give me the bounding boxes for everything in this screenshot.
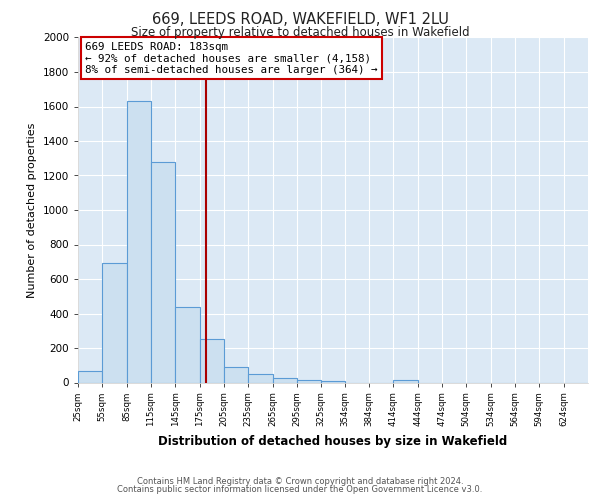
- Bar: [78, 372, 103, 382]
- Bar: [224, 367, 248, 382]
- Bar: [248, 374, 272, 382]
- Bar: [297, 380, 321, 382]
- Bar: [200, 340, 224, 382]
- Text: Contains public sector information licensed under the Open Government Licence v3: Contains public sector information licen…: [118, 484, 482, 494]
- Text: 669, LEEDS ROAD, WAKEFIELD, WF1 2LU: 669, LEEDS ROAD, WAKEFIELD, WF1 2LU: [152, 12, 448, 28]
- Bar: [175, 308, 200, 382]
- Bar: [321, 381, 345, 382]
- Bar: [394, 380, 418, 382]
- Bar: [103, 264, 127, 382]
- Text: 669 LEEDS ROAD: 183sqm
← 92% of detached houses are smaller (4,158)
8% of semi-d: 669 LEEDS ROAD: 183sqm ← 92% of detached…: [85, 42, 378, 75]
- X-axis label: Distribution of detached houses by size in Wakefield: Distribution of detached houses by size …: [158, 434, 508, 448]
- Bar: [127, 102, 151, 382]
- Text: Size of property relative to detached houses in Wakefield: Size of property relative to detached ho…: [131, 26, 469, 39]
- Text: Contains HM Land Registry data © Crown copyright and database right 2024.: Contains HM Land Registry data © Crown c…: [137, 477, 463, 486]
- Y-axis label: Number of detached properties: Number of detached properties: [27, 122, 37, 298]
- Bar: [151, 162, 175, 382]
- Bar: [272, 378, 297, 382]
